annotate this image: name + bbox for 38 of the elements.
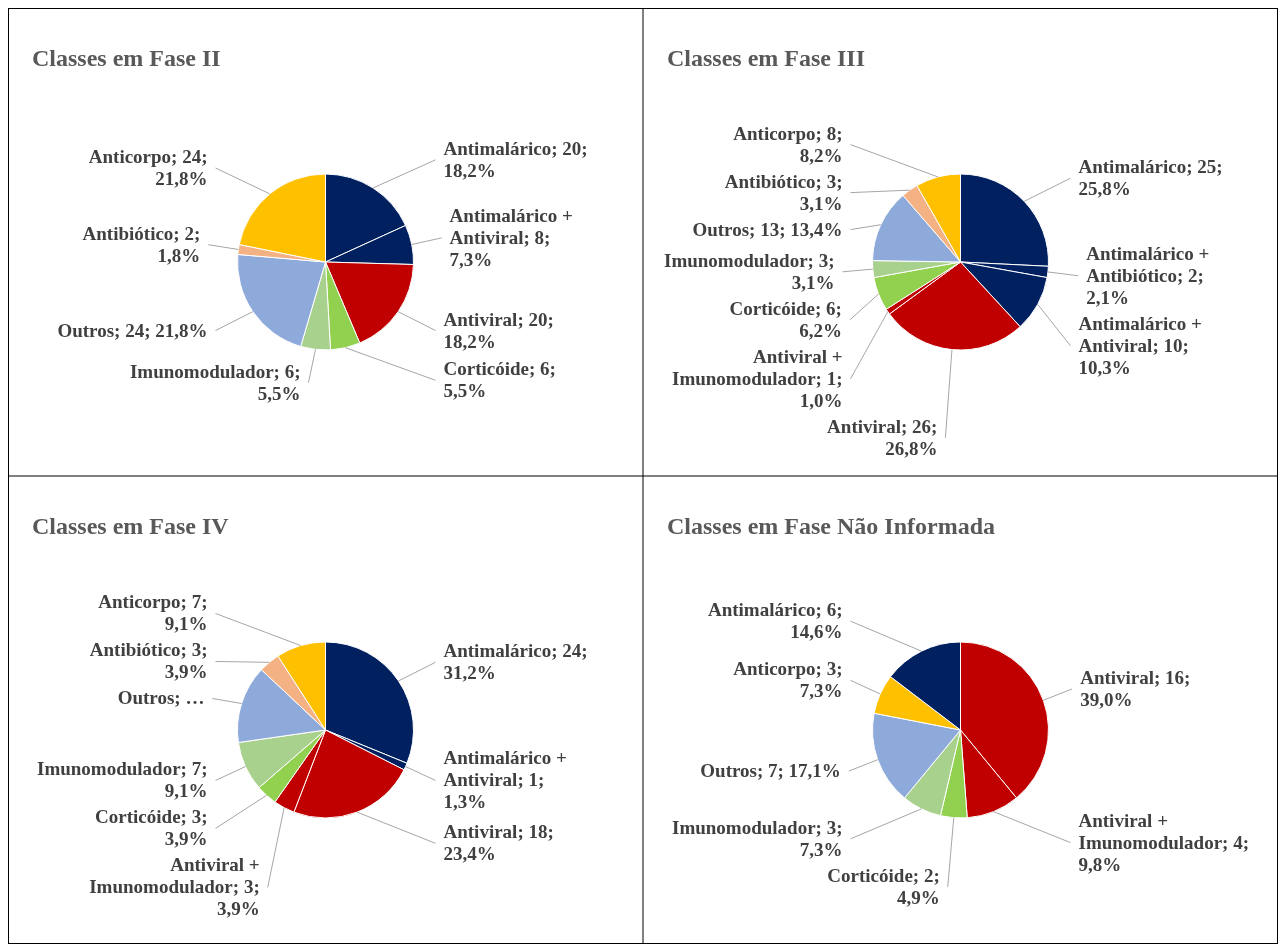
slice-label: Imunomodulador; 3; 3,1% xyxy=(663,249,835,293)
slice-label: Antiviral; 26; 26,8% xyxy=(827,415,938,459)
slice-label: Outros; 24; 21,8% xyxy=(57,319,208,341)
slice-label: Imunomodulador; 6; 5,5% xyxy=(129,360,301,404)
slice-label: Antimalárico; 20; 18,2% xyxy=(443,137,588,181)
slice-label: Antimalárico + Antiviral; 10; 10,3% xyxy=(1078,312,1202,378)
slice-label: Imunomodulador; 3; 7,3% xyxy=(672,816,843,860)
slice-label: Anticorpo; 8; 8,2% xyxy=(733,122,843,166)
slice-label: Antimalárico + Antiviral; 1; 1,3% xyxy=(443,747,567,813)
slice-label: Anticorpo; 3; 7,3% xyxy=(733,658,843,702)
slice-label: Anticorpo; 24; 21,8% xyxy=(88,145,208,189)
slice-label: Outros; 7; 17,1% xyxy=(700,760,841,782)
slice-label: Antimalárico + Antiviral; 8; 7,3% xyxy=(449,204,573,270)
slice-label: Antiviral; 20; 18,2% xyxy=(443,308,554,352)
chart-title: Classes em Fase Não Informada xyxy=(667,513,995,539)
slice-label: Outros; … xyxy=(117,687,205,709)
slice-label: Antimalárico; 6; 14,6% xyxy=(707,599,843,643)
slice-label: Antibiótico; 3; 3,1% xyxy=(724,170,843,214)
slice-label: Corticóide; 6; 5,5% xyxy=(443,358,556,402)
slice-label: Corticóide; 2; 4,9% xyxy=(827,864,940,908)
slice-label: Antibiótico; 3; 3,9% xyxy=(89,639,208,683)
chart-title: Classes em Fase III xyxy=(667,45,865,71)
slice-label: Corticóide; 6; 6,2% xyxy=(729,297,842,341)
chart-title: Classes em Fase II xyxy=(32,45,221,71)
slice-label: Antiviral + Imunomodulador; 1; 1,0% xyxy=(672,345,843,411)
slice-label: Corticóide; 3; 3,9% xyxy=(95,806,208,850)
slice-label: Antibiótico; 2; 1,8% xyxy=(82,222,201,266)
slice-label: Antiviral + Imunomodulador; 3; 3,9% xyxy=(89,854,260,920)
slice-label: Antimalárico; 24; 31,2% xyxy=(443,640,588,684)
slice-label: Antiviral; 16; 39,0% xyxy=(1080,666,1191,710)
slice-label: Imunomodulador; 7; 9,1% xyxy=(37,758,208,802)
chart-title: Classes em Fase IV xyxy=(32,513,230,539)
slice-label: Anticorpo; 7; 9,1% xyxy=(98,591,208,635)
slice-label: Outros; 13; 13,4% xyxy=(692,218,843,240)
slice-label: Antimalárico + Antibiótico; 2; 2,1% xyxy=(1086,242,1210,308)
slice-label: Antimalárico; 25; 25,8% xyxy=(1078,156,1223,200)
slice-label: Antiviral + Imunomodulador; 4; 9,8% xyxy=(1078,809,1249,875)
slice-label: Antiviral; 18; 23,4% xyxy=(443,821,554,865)
